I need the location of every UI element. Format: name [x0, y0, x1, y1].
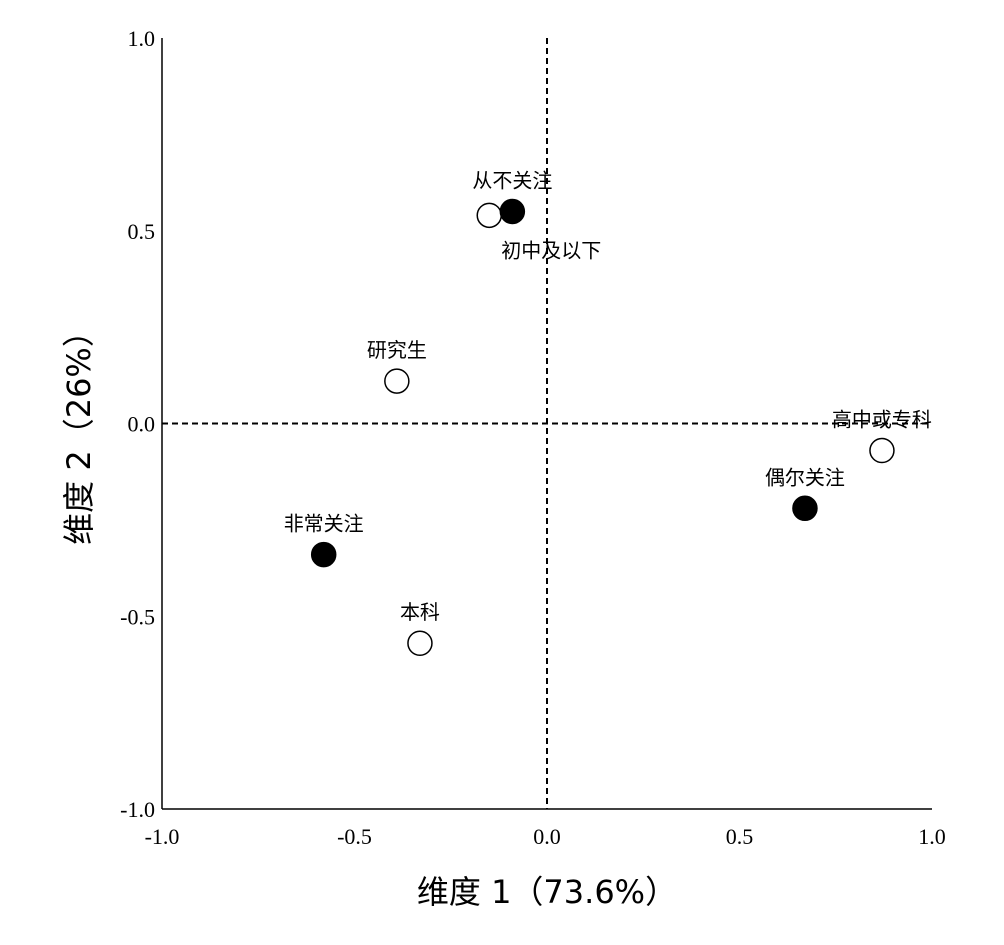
x-tick-label: -1.0	[145, 824, 180, 849]
data-point-marker	[869, 437, 895, 464]
y-tick-labels: 1.0 0.5 0.0 -0.5 -1.0	[120, 26, 155, 822]
data-point-marker	[384, 368, 410, 394]
y-tick-label: -0.5	[120, 604, 155, 629]
x-tick-labels: -1.0 -0.5 0.0 0.5 1.0	[145, 824, 946, 849]
data-point-label: 偶尔关注	[765, 465, 845, 489]
data-point-label: 非常关注	[284, 512, 364, 536]
x-tick-label: 1.0	[918, 824, 946, 849]
data-point-label: 研究生	[367, 338, 427, 362]
data-point-marker	[476, 202, 502, 229]
data-point-label: 初中及以下	[501, 238, 601, 262]
y-tick-label: -1.0	[120, 797, 155, 822]
y-axis-title: 维度 2（26%）	[60, 315, 98, 545]
y-tick-label: 1.0	[128, 26, 156, 51]
y-tick-label: 0.0	[128, 412, 156, 437]
y-tick-label: 0.5	[128, 219, 156, 244]
data-point-label: 高中或专科	[832, 407, 932, 431]
data-point-label: 本科	[400, 600, 440, 624]
data-point-marker	[407, 630, 433, 656]
data-point-label: 从不关注	[472, 168, 552, 192]
x-tick-label: 0.5	[726, 824, 754, 849]
x-tick-label: 0.0	[533, 824, 561, 849]
data-point-marker	[499, 198, 526, 225]
x-axis-title: 维度 1（73.6%）	[417, 873, 677, 911]
data-point-marker	[310, 541, 337, 568]
data-point-marker	[792, 495, 818, 522]
x-tick-label: -0.5	[337, 824, 372, 849]
